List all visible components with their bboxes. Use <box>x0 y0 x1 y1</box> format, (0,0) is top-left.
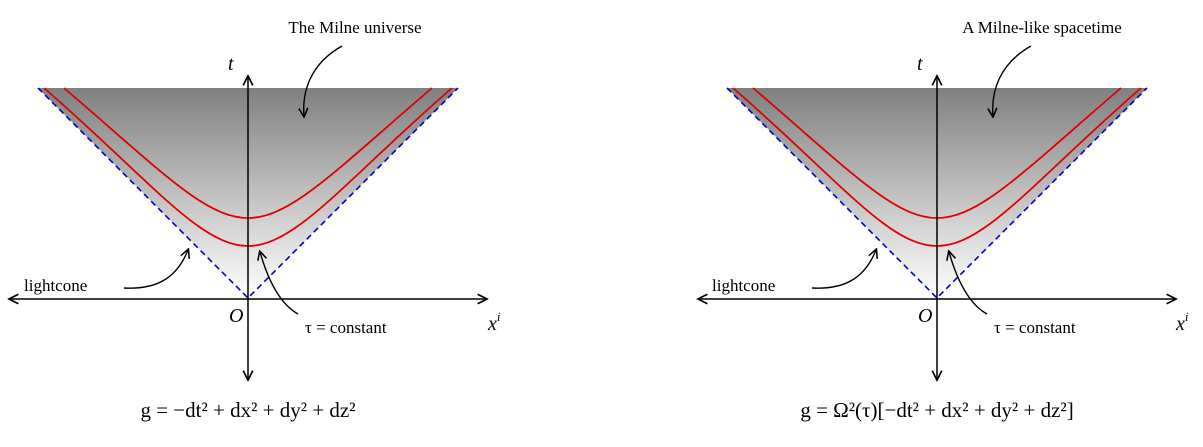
metric-equation: g = Ω²(τ)[−dt² + dx² + dy² + dz²] <box>800 398 1073 422</box>
panel-title: A Milne-like spacetime <box>962 18 1122 37</box>
origin-label: O <box>918 305 932 327</box>
t-axis-label: t <box>917 53 923 75</box>
title-pointer-arrow <box>993 45 1032 116</box>
panel-title: The Milne universe <box>288 18 421 37</box>
title-pointer-arrow <box>304 45 343 116</box>
lightcone-pointer-arrow <box>811 250 876 289</box>
tau-pointer-arrow <box>949 252 988 315</box>
origin-label: O <box>229 305 243 327</box>
panel-milne-like-spacetime: t xi O A Milne-like spacetime lightcone … <box>699 18 1189 422</box>
lightcone-label: lightcone <box>712 276 775 295</box>
tau-constant-label: τ = constant <box>994 318 1076 337</box>
lightcone-label: lightcone <box>24 276 87 295</box>
x-axis-label: xi <box>1175 309 1189 335</box>
t-axis-label: t <box>228 53 234 75</box>
lightcone-boundary <box>37 87 459 300</box>
tau-pointer-arrow <box>260 252 299 315</box>
metric-equation: g = −dt² + dx² + dy² + dz² <box>140 398 355 422</box>
lightcone-boundary <box>726 87 1148 300</box>
x-axis-label: xi <box>487 309 501 335</box>
tau-constant-label: τ = constant <box>305 318 387 337</box>
panel-milne-universe: t xi O The Milne universe lightcone τ = … <box>10 18 501 422</box>
lightcone-pointer-arrow <box>123 250 188 289</box>
